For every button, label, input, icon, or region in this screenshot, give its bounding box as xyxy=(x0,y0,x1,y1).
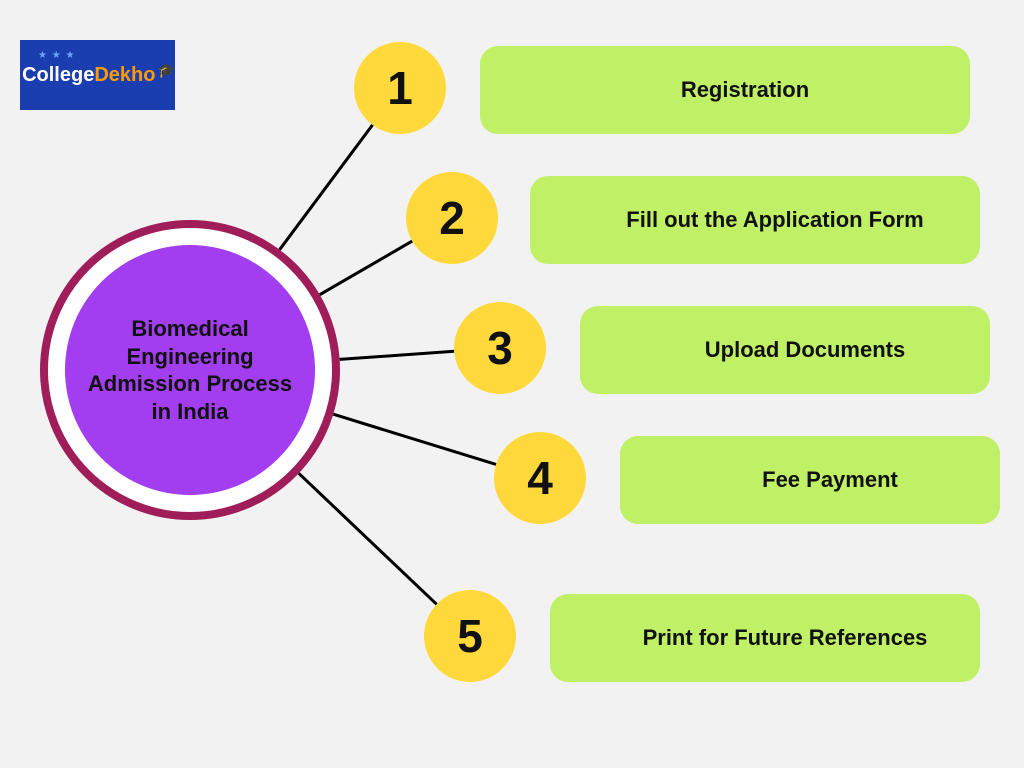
step-number-2: 2 xyxy=(439,191,465,245)
step-bar-4: Fee Payment xyxy=(620,436,1000,524)
step-number-4: 4 xyxy=(527,451,553,505)
step-number-1: 1 xyxy=(387,61,413,115)
step-number-circle-3: 3 xyxy=(454,302,546,394)
graduation-cap-icon: 🎓 xyxy=(157,62,174,78)
logo-stars-icon: ★ ★ ★ xyxy=(38,50,75,61)
step-label-2: Fill out the Application Form xyxy=(590,207,960,232)
step-number-circle-5: 5 xyxy=(424,590,516,682)
step-bar-1: Registration xyxy=(480,46,970,134)
hub-inner-circle: Biomedical Engineering Admission Process… xyxy=(65,245,315,495)
hub-title: Biomedical Engineering Admission Process… xyxy=(85,315,295,425)
connector-line-3 xyxy=(340,351,454,359)
step-label-1: Registration xyxy=(540,77,950,102)
step-number-5: 5 xyxy=(457,609,483,663)
step-number-circle-2: 2 xyxy=(406,172,498,264)
brand-logo: ★ ★ ★ CollegeDekho🎓 xyxy=(20,40,175,110)
step-label-5: Print for Future References xyxy=(610,625,960,650)
step-number-3: 3 xyxy=(487,321,513,375)
logo-text: CollegeDekho🎓 xyxy=(22,64,173,87)
logo-prefix: College xyxy=(22,64,94,86)
step-bar-2: Fill out the Application Form xyxy=(530,176,980,264)
step-number-circle-1: 1 xyxy=(354,42,446,134)
step-label-3: Upload Documents xyxy=(640,337,970,362)
step-bar-3: Upload Documents xyxy=(580,306,990,394)
central-hub: Biomedical Engineering Admission Process… xyxy=(40,220,340,520)
step-label-4: Fee Payment xyxy=(680,467,980,492)
logo-suffix: Dekho xyxy=(94,64,155,86)
step-number-circle-4: 4 xyxy=(494,432,586,524)
step-bar-5: Print for Future References xyxy=(550,594,980,682)
connector-line-4 xyxy=(333,414,496,464)
